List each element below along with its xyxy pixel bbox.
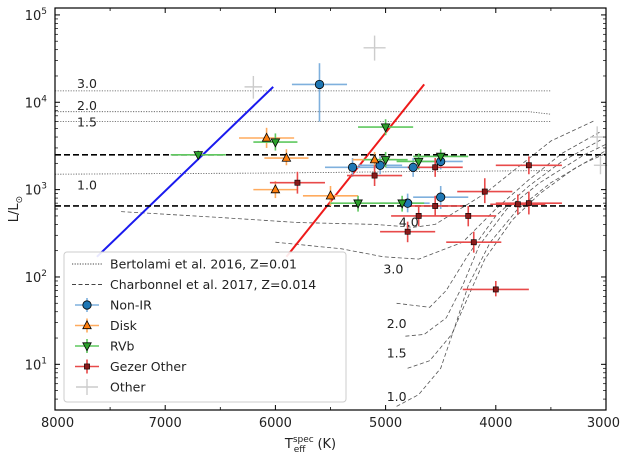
rvb-point: [380, 123, 391, 133]
rvb-point: [413, 157, 424, 168]
blue-edge-line: [96, 86, 274, 258]
gezer-other-point: [492, 286, 499, 293]
gezer-other-point: [481, 188, 488, 195]
disk-point: [281, 152, 292, 162]
legend-label: Non-IR: [110, 298, 152, 313]
gezer-other-point: [470, 239, 477, 246]
non-ir-point: [347, 162, 358, 172]
disk-point: [369, 154, 380, 164]
y-tick-label: 104: [25, 94, 48, 111]
rvb-point: [397, 199, 407, 209]
gezer-other-point: [432, 164, 439, 171]
rvb-point: [193, 151, 204, 161]
post-agb-track: [55, 170, 551, 175]
legend-marker: [82, 300, 92, 310]
legend-label: Other: [110, 380, 146, 395]
data-markers: [193, 79, 532, 293]
x-tick-label: 6000: [259, 416, 292, 431]
evolution-track: [396, 153, 606, 407]
y-tick-label: 102: [25, 269, 47, 286]
post-agb-track: [55, 111, 551, 115]
track-mass-label: 3.0: [383, 261, 403, 276]
gezer-other-point: [525, 162, 532, 169]
rvb-point: [435, 152, 446, 162]
evolution-track: [405, 143, 606, 337]
track-mass-label: 1.5: [387, 345, 407, 360]
legend-label: Charbonnel et al. 2017, Z=0.014: [110, 277, 316, 292]
axis-ticks: 8000 7000 6000 5000 4000 3000 101 102 103 104 105: [25, 7, 620, 431]
track-labels: 3.02.01.51.04.03.02.01.51.0: [77, 76, 419, 404]
y-tick-label: 105: [25, 7, 47, 24]
disk-point: [270, 184, 281, 194]
rvb-point: [270, 138, 281, 148]
track-mass-label: 3.0: [77, 76, 97, 91]
legend-label: Bertolami et al. 2016, Z=0.01: [110, 257, 297, 272]
x-axis-label: Tspec eff (K): [284, 435, 336, 455]
track-mass-label: 4.0: [399, 214, 419, 229]
disk-point: [261, 132, 272, 142]
legend: Bertolami et al. 2016, Z=0.01 Charbonnel …: [63, 251, 347, 403]
legend-marker: [82, 342, 92, 352]
x-tick-label: 3000: [587, 416, 620, 431]
track-mass-label: 2.0: [77, 98, 97, 113]
gezer-other-point: [371, 172, 378, 179]
gezer-other-point: [525, 200, 532, 207]
evolution-track: [407, 150, 606, 369]
legend-marker: [82, 319, 92, 330]
legend-label: Disk: [110, 318, 138, 333]
axis-labels: Tspec eff (K) L/L⊙: [7, 196, 336, 455]
x-tick-label: 4000: [479, 416, 512, 431]
track-mass-label: 2.0: [387, 316, 407, 331]
track-mass-label: 1.0: [77, 178, 97, 193]
track-mass-label: 1.5: [77, 114, 97, 129]
gezer-other-point: [404, 228, 411, 235]
y-tick-label: 101: [25, 356, 47, 373]
legend-label: RVb: [110, 339, 135, 354]
gezer-other-point: [432, 203, 439, 209]
track-mass-label: 1.0: [387, 389, 407, 404]
disk-point: [325, 190, 336, 200]
gezer-other-point: [465, 213, 472, 219]
x-tick-label: 8000: [41, 416, 74, 431]
x-tick-label: 7000: [149, 416, 182, 431]
y-axis-label: L/L⊙: [7, 196, 25, 222]
y-tick-label: 103: [25, 182, 47, 199]
gezer-other-point: [294, 179, 301, 186]
x-tick-label: 5000: [369, 416, 402, 431]
non-ir-point: [314, 79, 325, 90]
legend-label: Gezer Other: [110, 359, 187, 374]
non-ir-point: [436, 192, 446, 202]
gezer-other-point: [514, 201, 521, 208]
rvb-point: [353, 199, 363, 209]
rvb-point: [380, 156, 391, 166]
legend-box: [63, 251, 347, 403]
non-ir-point: [408, 162, 418, 172]
gezer-other-point: [415, 213, 422, 219]
legend-marker: [84, 363, 90, 370]
